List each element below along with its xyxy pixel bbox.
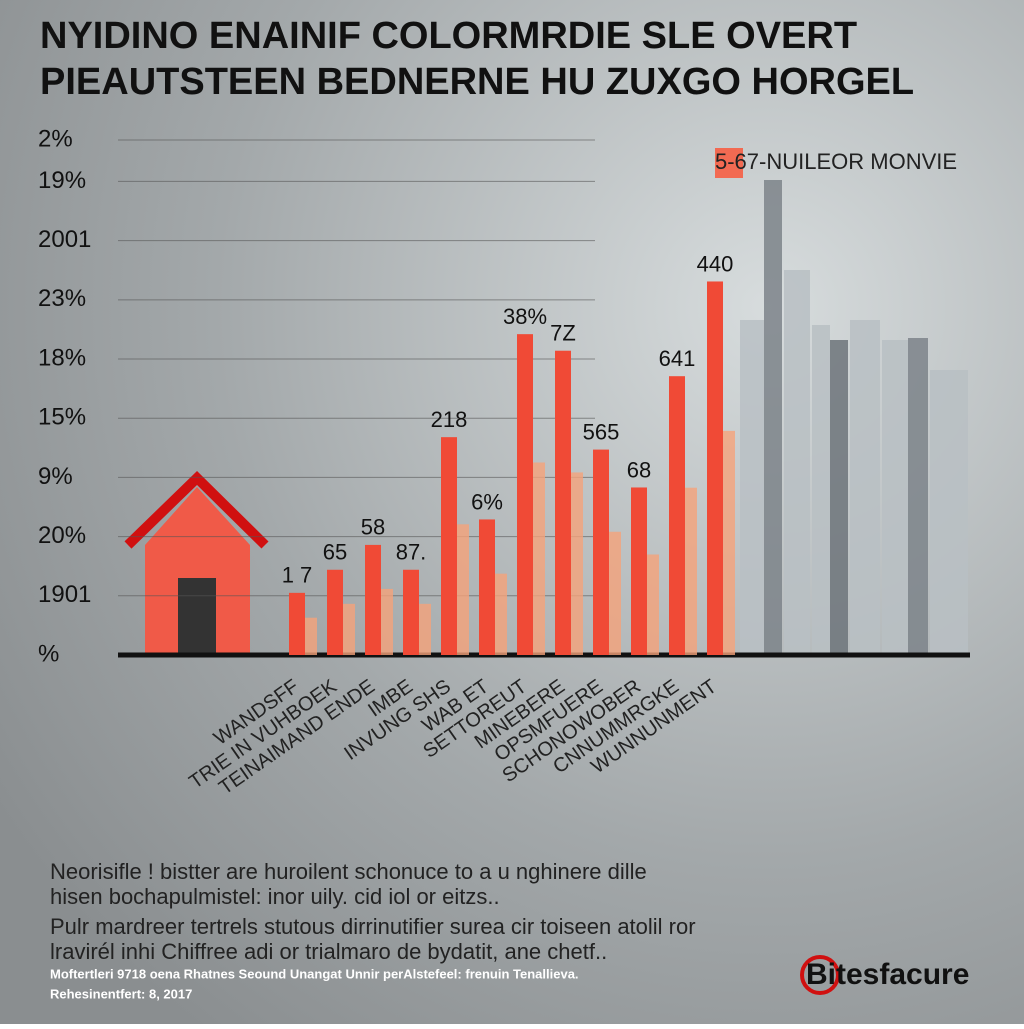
y-tick-label: 2% <box>38 125 73 152</box>
house-icon <box>124 471 269 655</box>
bar-label: 7Z <box>550 321 576 346</box>
legend-label: 5-67-NUILEOR MONVIE <box>715 149 957 174</box>
bar <box>707 281 723 655</box>
y-tick-label: 19% <box>38 167 86 194</box>
bar-shadow <box>531 462 545 655</box>
footnote: Neorisifle ! bistter are huroilent schon… <box>50 859 647 884</box>
bar-shadow <box>683 487 697 655</box>
bar-shadow <box>645 554 659 655</box>
bar-label: 6% <box>471 489 503 514</box>
bar <box>365 544 381 655</box>
footnote: Pulr mardreer tertrels stutous dirrinuti… <box>50 914 696 939</box>
bar-label: 65 <box>323 540 347 565</box>
bar <box>327 569 343 655</box>
bar-label: 218 <box>431 407 468 432</box>
bar-shadow <box>607 531 621 655</box>
bar-label: 641 <box>659 346 696 371</box>
bar-label: 1 7 <box>282 563 313 588</box>
bar-label: 68 <box>627 457 651 482</box>
bar-label: 440 <box>697 251 734 276</box>
bar <box>289 592 305 655</box>
bar-shadow <box>569 472 583 655</box>
logo-icon <box>800 955 840 995</box>
bar <box>517 334 533 655</box>
y-tick-label: 1901 <box>38 581 91 608</box>
y-tick-label: 23% <box>38 285 86 312</box>
y-tick-label: 15% <box>38 404 86 431</box>
bar <box>593 449 609 655</box>
y-tick-label: % <box>38 640 59 667</box>
bar-shadow <box>721 430 735 655</box>
bar-label: 58 <box>361 515 385 540</box>
source: Rehesinentfert: 8, 2017 <box>50 986 192 1001</box>
bar <box>403 569 419 655</box>
bar-shadow <box>417 603 431 655</box>
logo: Bitesfacure <box>806 958 969 991</box>
chart-title: NYIDINO ENAINIF COLORMRDIE SLE OVERT <box>40 15 857 57</box>
bar <box>555 350 571 655</box>
bar-label: 38% <box>503 304 547 329</box>
bar <box>631 487 647 655</box>
bar-shadow <box>341 603 355 655</box>
bar-label: 565 <box>583 419 620 444</box>
y-tick-label: 20% <box>38 522 86 549</box>
y-tick-label: 18% <box>38 344 86 371</box>
bar-shadow <box>303 617 317 655</box>
bar-shadow <box>455 524 469 655</box>
bar-shadow <box>379 588 393 655</box>
source: Moftertleri 9718 oena Rhatnes Seound Una… <box>50 966 579 981</box>
bar <box>479 519 495 655</box>
bar <box>669 376 685 655</box>
bar-label: 87. <box>396 540 427 565</box>
footnote: lravirél inhi Chiffree adi or trialmaro … <box>50 939 607 964</box>
legend-swatch <box>715 148 743 178</box>
footnote: hisen bochapulmistel: inor uily. cid iol… <box>50 884 500 909</box>
bar <box>441 437 457 655</box>
bar-shadow <box>493 573 507 655</box>
y-tick-label: 9% <box>38 463 73 490</box>
skyline <box>740 180 968 655</box>
y-tick-label: 2001 <box>38 226 91 253</box>
chart-subtitle: PIEAUTSTEEN BEDNERNE HU ZUXGO HORGEL <box>40 61 914 103</box>
